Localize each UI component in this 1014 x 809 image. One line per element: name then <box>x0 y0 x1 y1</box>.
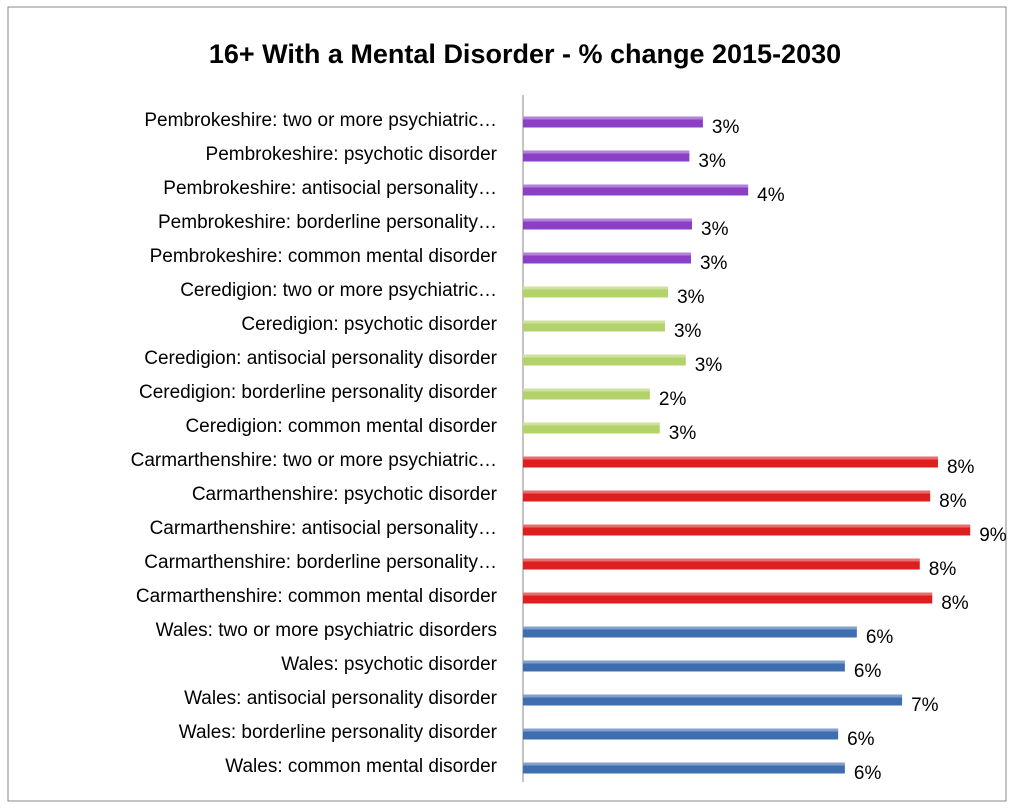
bar <box>523 422 660 434</box>
y-tick-label: Carmarthenshire: psychotic disorder <box>192 484 498 505</box>
chart-title: 16+ With a Mental Disorder - % change 20… <box>209 39 841 69</box>
bar <box>523 524 971 536</box>
bar-highlight <box>523 116 703 120</box>
bar <box>523 354 686 366</box>
data-label: 8% <box>939 491 967 512</box>
y-tick-label: Wales: two or more psychiatric disorders <box>156 620 497 641</box>
data-label: 3% <box>669 423 697 444</box>
data-label: 9% <box>979 525 1007 546</box>
bar <box>523 762 845 774</box>
bar-highlight <box>523 184 749 188</box>
data-label: 3% <box>674 321 702 342</box>
bar-highlight <box>523 150 690 154</box>
data-label: 6% <box>854 661 882 682</box>
data-label: 3% <box>695 355 723 376</box>
bar <box>523 150 690 162</box>
bar-highlight <box>523 524 971 528</box>
y-tick-label: Carmarthenshire: antisocial personality… <box>150 518 497 539</box>
bar-highlight <box>523 694 903 698</box>
y-tick-label: Pembrokeshire: psychotic disorder <box>206 144 498 165</box>
bar <box>523 694 903 706</box>
y-tick-label: Wales: common mental disorder <box>225 756 497 777</box>
bar <box>523 116 703 128</box>
y-tick-label: Ceredigion: common mental disorder <box>185 416 497 437</box>
data-label: 3% <box>712 117 740 138</box>
bar-highlight <box>523 252 691 256</box>
y-tick-label: Ceredigion: psychotic disorder <box>241 314 497 335</box>
bar <box>523 456 938 468</box>
bar-highlight <box>523 592 933 596</box>
bar-highlight <box>523 286 669 290</box>
bar-highlight <box>523 218 692 222</box>
y-tick-label: Pembrokeshire: borderline personality… <box>158 212 497 233</box>
data-label: 3% <box>677 287 705 308</box>
y-tick-label: Pembrokeshire: two or more psychiatric… <box>144 110 497 131</box>
data-label: 8% <box>947 457 975 478</box>
data-label: 8% <box>941 593 969 614</box>
data-label: 3% <box>700 253 728 274</box>
data-label: 3% <box>701 219 729 240</box>
bar <box>523 490 931 502</box>
bar-highlight <box>523 388 650 392</box>
y-tick-label: Ceredigion: antisocial personality disor… <box>144 348 497 369</box>
bar <box>523 388 650 400</box>
bar-highlight <box>523 456 938 460</box>
data-label: 6% <box>854 763 882 784</box>
bar <box>523 592 933 604</box>
y-tick-label: Carmarthenshire: common mental disorder <box>136 586 498 607</box>
bar-highlight <box>523 660 845 664</box>
bar <box>523 728 839 740</box>
y-tick-label: Wales: psychotic disorder <box>281 654 497 675</box>
bar <box>523 320 665 332</box>
y-tick-label: Ceredigion: two or more psychiatric… <box>180 280 497 301</box>
y-tick-label: Wales: borderline personality disorder <box>179 722 498 743</box>
y-tick-label: Pembrokeshire: antisocial personality… <box>163 178 497 199</box>
bar-highlight <box>523 728 839 732</box>
data-label: 3% <box>698 151 726 172</box>
y-tick-label: Carmarthenshire: two or more psychiatric… <box>131 450 497 471</box>
data-label: 7% <box>911 695 939 716</box>
bar <box>523 660 845 672</box>
bar-highlight <box>523 320 665 324</box>
bar-highlight <box>523 626 857 630</box>
data-label: 2% <box>659 389 687 410</box>
bar-highlight <box>523 354 686 358</box>
data-label: 6% <box>866 627 894 648</box>
y-tick-label: Ceredigion: borderline personality disor… <box>139 382 498 403</box>
bar-highlight <box>523 490 931 494</box>
data-label: 6% <box>847 729 875 750</box>
bar-highlight <box>523 558 920 562</box>
data-label: 8% <box>929 559 957 580</box>
bar-highlight <box>523 422 660 426</box>
bar <box>523 558 920 570</box>
bar-highlight <box>523 762 845 766</box>
bar <box>523 286 669 298</box>
y-tick-label: Carmarthenshire: borderline personality… <box>144 552 497 573</box>
bar <box>523 252 691 264</box>
data-label: 4% <box>757 185 785 206</box>
y-tick-label: Wales: antisocial personality disorder <box>184 688 498 709</box>
bar <box>523 626 857 638</box>
y-tick-label: Pembrokeshire: common mental disorder <box>150 246 498 267</box>
bar <box>523 218 692 230</box>
bar <box>523 184 749 196</box>
